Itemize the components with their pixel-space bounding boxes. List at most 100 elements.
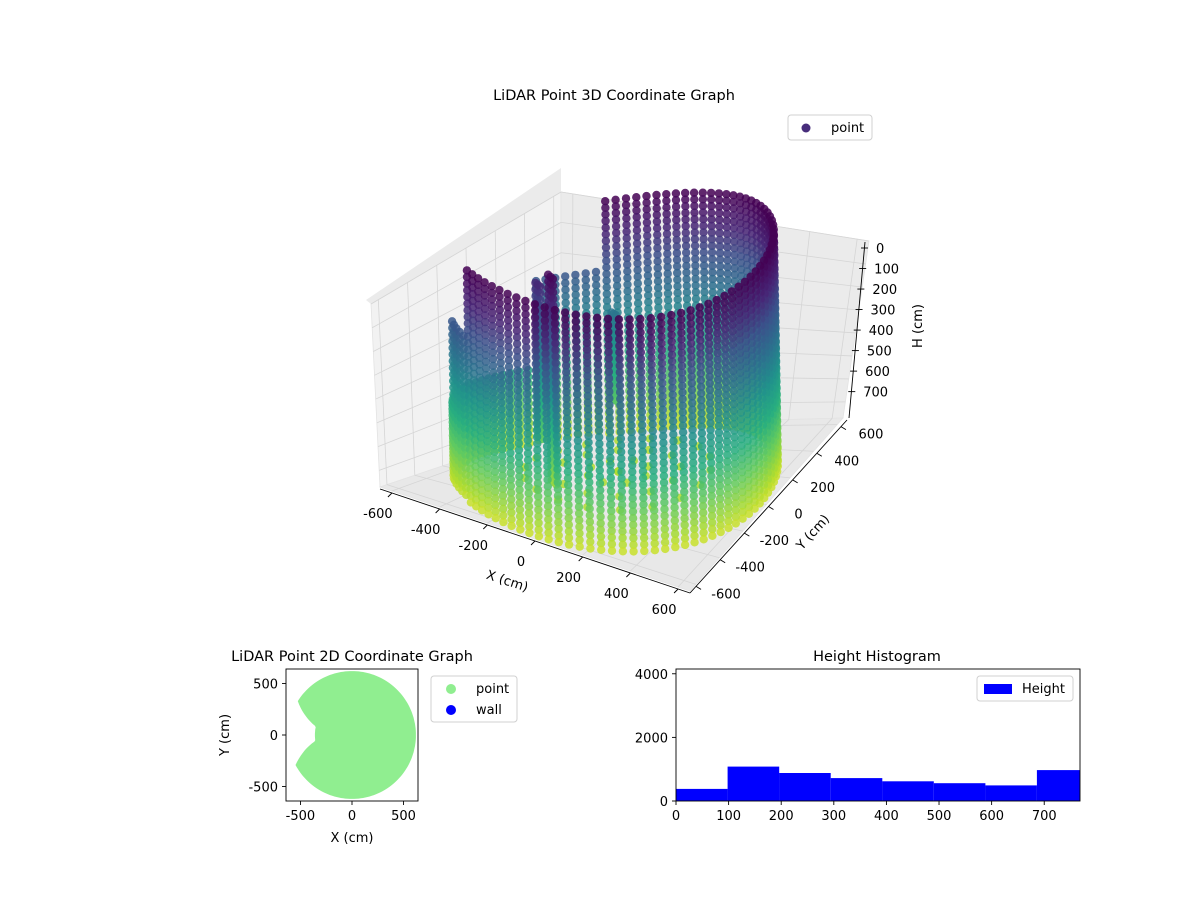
legend-histogram: Height [977, 676, 1073, 701]
x-tick-mark [674, 589, 678, 593]
y-tick-label-2d: 500 [253, 677, 278, 692]
x-tick-label-2d: 0 [348, 809, 356, 824]
point-3d [525, 529, 533, 537]
point-3d [651, 546, 659, 554]
point-3d [507, 522, 515, 530]
point-3d [671, 543, 679, 551]
y-axis-label-2d: Y (cm) [218, 714, 233, 757]
legend-histogram-swatch [984, 684, 1012, 694]
x-tick-label: 400 [604, 587, 629, 602]
histogram-bar [985, 785, 1037, 801]
point-3d [619, 547, 627, 555]
x-tick-label: -400 [411, 523, 441, 538]
x-tick-mark [436, 509, 440, 513]
legend-2d-marker-point [446, 684, 456, 694]
point-3d [640, 547, 648, 555]
chart-3d-title: LiDAR Point 3D Coordinate Graph [493, 88, 735, 104]
histogram-bar [1037, 770, 1080, 801]
x-axis-label-2d: X (cm) [331, 831, 374, 846]
point-3d [690, 538, 698, 546]
chart-2d: LiDAR Point 2D Coordinate Graph -500 0 500… [218, 649, 517, 846]
histogram-bar [882, 781, 934, 801]
histogram-title: Height Histogram [813, 649, 941, 665]
point-3d [555, 538, 563, 546]
legend-3d: point [788, 115, 872, 140]
y-tick-label: -600 [711, 587, 741, 602]
x-axis-label-3d: X (cm) [484, 568, 530, 596]
x-tick-label-hist: 700 [1032, 809, 1057, 824]
y-tick-label-hist: 2000 [635, 731, 668, 746]
histogram-bar [728, 767, 780, 801]
y-tick-mark [793, 480, 798, 483]
y-tick-mark [720, 560, 725, 563]
x-tick-mark [579, 557, 583, 561]
x-tick-label: 200 [556, 571, 581, 586]
y-tick-label: 400 [834, 454, 859, 469]
z-axis-label-3d: H (cm) [911, 304, 926, 348]
x-tick-label: -200 [459, 539, 489, 554]
y-tick-mark [744, 533, 749, 536]
histogram-bar [831, 778, 883, 801]
x-tick-label-hist: 400 [874, 809, 899, 824]
z-tick-label: 0 [876, 242, 884, 257]
x-tick-label: 0 [517, 555, 525, 570]
chart-2d-title: LiDAR Point 2D Coordinate Graph [231, 649, 473, 665]
x-tick-mark [388, 493, 392, 497]
legend-3d-marker [802, 124, 811, 133]
y-tick-mark [841, 427, 846, 430]
point-3d [492, 514, 500, 522]
y-tick-label-hist: 0 [660, 795, 668, 810]
y-tick-mark [769, 507, 774, 510]
histogram-bar [934, 783, 986, 801]
y-tick-label: 600 [859, 428, 884, 443]
x-tick-label-hist: 200 [769, 809, 794, 824]
point-3d [717, 528, 725, 536]
point-3d [597, 546, 605, 554]
x-tick-label: 600 [652, 603, 677, 618]
legend-2d-marker-wall [446, 705, 456, 715]
point-3d [545, 535, 553, 543]
x-tick-label-hist: 0 [672, 809, 680, 824]
y-tick-label-2d: -500 [248, 781, 278, 796]
point-3d [516, 525, 524, 533]
point-3d [499, 518, 507, 526]
point-3d [708, 532, 716, 540]
point-3d [724, 524, 732, 532]
legend-2d: point wall [431, 676, 517, 722]
histogram-bar [676, 789, 728, 801]
y-tick-mark [817, 453, 822, 456]
histogram-bar [779, 773, 831, 801]
y-tick-label: -200 [760, 534, 790, 549]
y-tick-label-2d: 0 [270, 729, 278, 744]
z-tick-label: 700 [863, 386, 888, 401]
z-tick-label: 200 [872, 283, 897, 298]
point-3d [732, 519, 740, 527]
point-3d [661, 545, 669, 553]
y-tick-label-hist: 4000 [635, 668, 668, 683]
y-tick-label: -400 [735, 561, 765, 576]
x-tick-label-hist: 100 [716, 809, 741, 824]
legend-2d-label-point: point [476, 682, 509, 697]
x-tick-mark [531, 541, 535, 545]
x-tick-label: -600 [363, 507, 393, 522]
x-tick-label-hist: 300 [821, 809, 846, 824]
y-tick-label: 200 [810, 481, 835, 496]
x-tick-label-hist: 500 [927, 809, 952, 824]
legend-2d-label-wall: wall [476, 703, 502, 718]
z-tick-label: 600 [865, 365, 890, 380]
x-tick-mark [626, 573, 630, 577]
z-tick-label: 400 [869, 324, 894, 339]
chart-3d: LiDAR Point 3D Coordinate Graph -600 -400… [363, 88, 926, 618]
point-3d [576, 543, 584, 551]
point-3d [586, 544, 594, 552]
legend-histogram-label: Height [1022, 682, 1065, 697]
z-tick-label: 100 [874, 263, 899, 278]
x-tick-label-hist: 600 [979, 809, 1004, 824]
point-3d [535, 532, 543, 540]
z-tick-label: 500 [867, 345, 892, 360]
x-tick-label-2d: 500 [391, 809, 416, 824]
point-3d [700, 535, 708, 543]
point-3d [565, 540, 573, 548]
point-3d [629, 547, 637, 555]
